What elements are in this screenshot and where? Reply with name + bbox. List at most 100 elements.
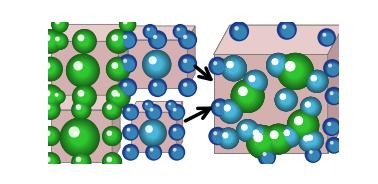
Circle shape [146, 145, 161, 160]
Circle shape [269, 56, 288, 74]
Circle shape [250, 129, 276, 155]
Circle shape [277, 53, 314, 90]
Circle shape [266, 53, 291, 77]
Circle shape [145, 102, 153, 111]
Circle shape [326, 62, 340, 76]
Circle shape [329, 92, 341, 103]
Circle shape [305, 133, 320, 148]
Circle shape [287, 109, 319, 141]
Circle shape [153, 83, 157, 87]
Circle shape [223, 104, 238, 118]
Circle shape [127, 128, 130, 132]
Circle shape [53, 17, 67, 31]
Circle shape [119, 79, 136, 96]
Circle shape [239, 122, 256, 139]
Circle shape [56, 37, 63, 45]
Circle shape [107, 85, 130, 108]
Circle shape [208, 57, 227, 75]
Circle shape [235, 84, 259, 107]
Circle shape [43, 33, 57, 48]
Circle shape [226, 60, 241, 76]
Circle shape [153, 35, 165, 47]
Circle shape [60, 118, 100, 158]
Circle shape [105, 155, 119, 169]
Circle shape [171, 107, 184, 119]
Circle shape [268, 128, 288, 149]
Circle shape [68, 126, 80, 138]
Circle shape [121, 18, 133, 30]
Circle shape [71, 59, 94, 82]
Circle shape [123, 20, 128, 24]
Circle shape [287, 109, 319, 141]
Circle shape [285, 61, 304, 80]
Circle shape [255, 134, 270, 149]
Circle shape [329, 141, 341, 152]
Circle shape [145, 26, 156, 38]
Circle shape [38, 84, 63, 109]
Circle shape [124, 146, 138, 159]
Circle shape [313, 78, 316, 81]
Circle shape [302, 134, 316, 148]
Circle shape [271, 132, 285, 145]
Circle shape [237, 120, 258, 141]
Circle shape [285, 61, 295, 71]
Circle shape [76, 104, 86, 115]
Circle shape [75, 32, 93, 50]
Circle shape [277, 53, 314, 90]
Circle shape [40, 100, 60, 120]
Circle shape [51, 90, 65, 104]
Circle shape [271, 58, 279, 65]
Circle shape [106, 84, 130, 109]
Circle shape [119, 31, 136, 48]
Circle shape [222, 56, 246, 80]
Circle shape [112, 91, 123, 102]
Circle shape [183, 83, 187, 87]
Circle shape [41, 87, 60, 106]
Circle shape [149, 79, 166, 96]
Circle shape [306, 71, 327, 92]
Circle shape [104, 102, 119, 117]
Circle shape [303, 135, 309, 141]
Circle shape [43, 102, 58, 117]
Circle shape [78, 159, 81, 162]
Circle shape [232, 25, 247, 40]
Circle shape [251, 130, 274, 153]
Circle shape [123, 145, 138, 160]
Circle shape [221, 131, 235, 145]
Circle shape [221, 55, 247, 81]
Circle shape [302, 98, 320, 116]
Circle shape [279, 125, 302, 148]
Circle shape [110, 88, 126, 105]
Circle shape [274, 135, 277, 138]
Circle shape [236, 119, 259, 142]
Circle shape [281, 127, 299, 145]
Circle shape [265, 126, 291, 152]
Circle shape [305, 132, 321, 149]
Circle shape [240, 123, 254, 137]
Circle shape [276, 90, 296, 109]
Circle shape [246, 72, 265, 91]
Circle shape [306, 147, 321, 162]
Circle shape [309, 73, 324, 89]
Circle shape [308, 135, 318, 145]
Circle shape [282, 25, 287, 29]
Circle shape [54, 36, 65, 46]
Circle shape [112, 63, 123, 74]
Circle shape [122, 58, 135, 71]
Circle shape [81, 38, 84, 41]
Circle shape [45, 157, 51, 162]
Circle shape [148, 147, 161, 159]
Circle shape [239, 88, 254, 103]
Circle shape [302, 99, 319, 116]
Circle shape [222, 132, 234, 144]
Circle shape [117, 93, 123, 100]
Circle shape [293, 115, 312, 135]
Circle shape [39, 85, 62, 108]
Circle shape [294, 116, 303, 125]
Circle shape [125, 148, 137, 159]
Circle shape [104, 154, 119, 170]
Circle shape [66, 54, 100, 88]
Circle shape [278, 54, 312, 88]
Circle shape [225, 59, 242, 77]
Polygon shape [214, 54, 328, 153]
